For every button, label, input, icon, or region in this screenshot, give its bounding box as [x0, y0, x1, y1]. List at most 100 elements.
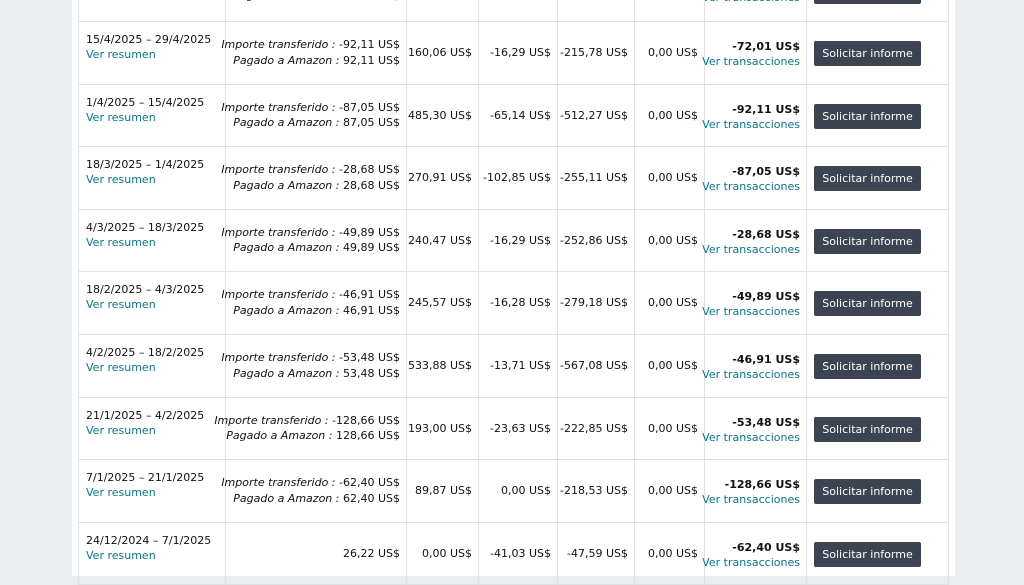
amount: -65,14 US$: [490, 108, 551, 122]
detail-label: Pagado a Amazon :: [233, 366, 343, 380]
summary-link[interactable]: Ver resumen: [86, 110, 156, 124]
amount: 245,57 US$: [407, 296, 472, 310]
cell-border: [704, 522, 705, 585]
period: 1/4/2025 – 15/4/2025: [86, 95, 205, 109]
request-report-button[interactable]: Solicitar informe: [814, 103, 921, 129]
cell-border: [806, 209, 807, 273]
cell-border: [557, 335, 558, 398]
summary-link[interactable]: Ver resumen: [86, 48, 156, 61]
amount: -252,86 US$: [560, 233, 628, 247]
cell-border: [478, 522, 479, 585]
cell-border: [225, 335, 226, 398]
detail-line: 26,22 US$: [343, 547, 400, 561]
balance: -46,91 US$: [732, 353, 800, 366]
cell-border: [634, 460, 635, 523]
amount: 0,00 US$: [647, 546, 698, 560]
balance: -28,68 US$: [732, 227, 800, 241]
cell-border: [478, 22, 479, 85]
balance: -128,66 US$: [724, 478, 800, 492]
summary-link[interactable]: Ver resumen: [86, 423, 156, 437]
summary-link[interactable]: Ver resumen: [86, 486, 156, 500]
request-report-button[interactable]: Solicitar informe: [814, 541, 921, 567]
detail-label: Importe transferido :: [221, 288, 339, 302]
transactions-link[interactable]: Ver transacciones: [702, 117, 800, 131]
request-report-button[interactable]: Solicitar informe: [814, 416, 921, 442]
detail-line: Pagado a Amazon : 28,68 US$: [233, 179, 400, 193]
amount: 533,88 US$: [407, 359, 472, 372]
summary-link[interactable]: Ver resumen: [86, 235, 156, 249]
request-report-button[interactable]: Solicitar informe: [814, 479, 921, 505]
transactions-link[interactable]: Ver transacciones: [702, 242, 800, 256]
summary-link[interactable]: Ver resumen: [86, 298, 156, 312]
period: 7/1/2025 – 21/1/2025: [86, 471, 205, 485]
cell-border: [704, 0, 705, 22]
amount: 0,00 US$: [647, 171, 698, 185]
cell-border: [557, 397, 558, 461]
request-report-button[interactable]: Solicitar informe: [814, 291, 921, 317]
cell-border: [478, 209, 479, 273]
transactions-link[interactable]: Ver transacciones: [702, 305, 800, 319]
amount: -512,27 US$: [560, 108, 628, 122]
transactions-link[interactable]: Ver transacciones: [702, 180, 800, 194]
cell-border: [557, 460, 558, 523]
cell-border: [225, 397, 226, 461]
request-report-button[interactable]: Solicitar informe: [814, 41, 921, 66]
detail-label: Pagado a Amazon :: [233, 0, 343, 2]
detail-label: Pagado a Amazon :: [226, 429, 336, 443]
balance: -49,89 US$: [732, 290, 800, 304]
cell-border: [225, 522, 226, 585]
cell-border: [406, 147, 407, 210]
amount: 270,91 US$: [407, 171, 472, 185]
request-report-button[interactable]: Solicitar informe: [814, 228, 921, 254]
cell: [78, 0, 949, 22]
request-report-button[interactable]: Solicitar informe: [814, 166, 921, 192]
period: 18/3/2025 – 1/4/2025: [86, 158, 205, 172]
table-row: [78, 84, 949, 148]
amount: 0,00 US$: [421, 546, 472, 560]
transactions-link[interactable]: Ver transacciones: [702, 0, 800, 5]
request-report-button[interactable]: Solicitar informe: [814, 354, 921, 379]
detail-label: Importe transferido :: [214, 413, 332, 427]
amount: 89,87 US$: [414, 484, 472, 498]
detail-value: -128,66 US$: [332, 413, 400, 427]
cell-border: [478, 272, 479, 335]
amount: -16,28 US$: [490, 296, 551, 310]
transactions-link[interactable]: Ver transacciones: [702, 368, 800, 381]
transactions-link[interactable]: Ver transacciones: [702, 55, 800, 68]
detail-line: Importe transferido : -128,66 US$: [214, 414, 400, 428]
cell-border: [557, 84, 558, 148]
cell-border: [704, 460, 705, 523]
balance: -87,05 US$: [732, 165, 800, 179]
amount: 240,47 US$: [407, 233, 472, 247]
detail-value: 92,11 US$: [342, 53, 400, 67]
detail-value: 128,66 US$: [335, 429, 400, 443]
detail-value: -46,91 US$: [339, 288, 400, 302]
amount: -255,11 US$: [560, 171, 628, 185]
cell-border: [406, 460, 407, 523]
amount: 0,00 US$: [647, 233, 698, 247]
detail-line: Pagado a Amazon : 46,91 US$: [233, 304, 400, 318]
cell-border: [634, 0, 635, 22]
balance: -53,48 US$: [732, 415, 800, 429]
detail-label: Pagado a Amazon :: [233, 53, 343, 67]
period: 24/12/2024 – 7/1/2025: [86, 533, 212, 547]
detail-line: Pagado a Amazon : 62,40 US$: [233, 492, 400, 506]
transactions-link[interactable]: Ver transacciones: [702, 493, 800, 507]
amount: 0,00 US$: [647, 359, 698, 372]
period: 4/2/2025 – 18/2/2025: [86, 346, 205, 359]
transactions-link[interactable]: Ver transacciones: [702, 430, 800, 444]
summary-link[interactable]: Ver resumen: [86, 361, 156, 374]
period: 4/3/2025 – 18/3/2025: [86, 220, 205, 234]
detail-value: 28,68 US$: [342, 178, 400, 192]
table-row: [78, 397, 949, 461]
button-partial[interactable]: [814, 0, 921, 4]
cell-border: [406, 0, 407, 22]
summary-link[interactable]: Ver resumen: [86, 548, 156, 562]
summary-link[interactable]: Ver resumen: [86, 173, 156, 187]
cell-border: [806, 0, 807, 22]
cell-border: [557, 272, 558, 335]
period: 18/2/2025 – 4/3/2025: [86, 283, 205, 297]
detail-label: Importe transferido :: [221, 100, 339, 114]
transactions-link[interactable]: Ver transacciones: [702, 555, 800, 569]
cell-border: [704, 272, 705, 335]
